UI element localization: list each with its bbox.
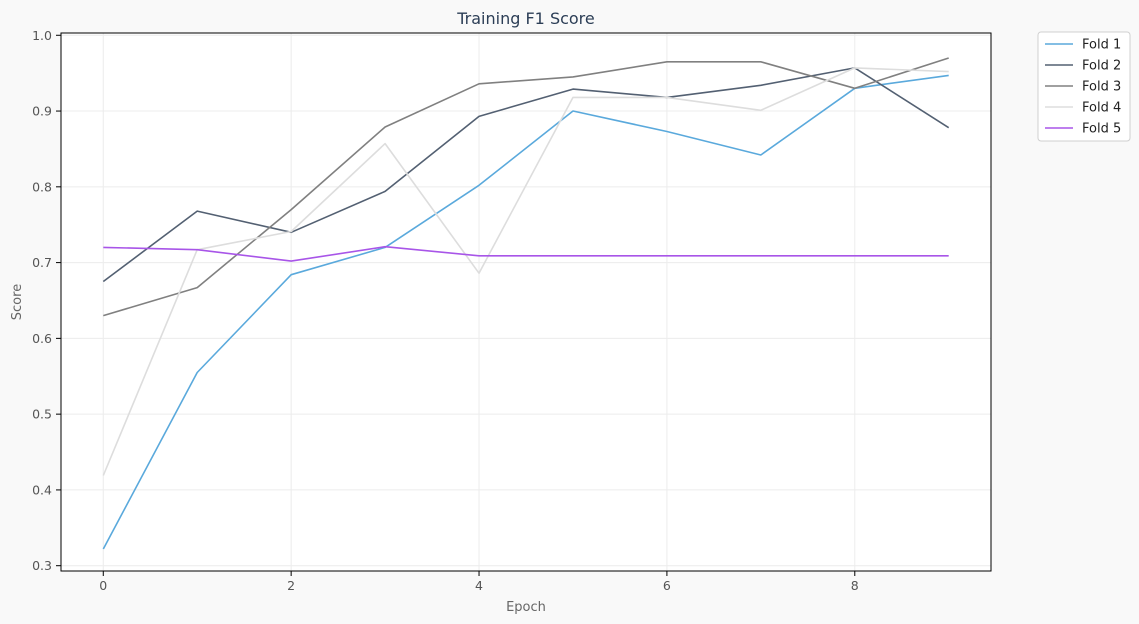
legend-label-fold-5: Fold 5 [1082, 122, 1121, 137]
series-line-fold-5 [103, 245, 949, 262]
y-tick-label: 0.3 [32, 558, 52, 573]
legend-label-fold-1: Fold 1 [1082, 38, 1121, 53]
x-tick-label: 2 [287, 578, 295, 593]
legend-label-fold-4: Fold 4 [1082, 101, 1121, 116]
x-tick-label: 0 [99, 578, 107, 593]
x-tick-label: 8 [851, 578, 859, 593]
legend-label-fold-3: Fold 3 [1082, 80, 1121, 95]
x-axis-label: Epoch [506, 600, 546, 615]
legend: Fold 1 Fold 2 Fold 3 Fold 4 Fold 5 [1037, 31, 1131, 142]
plot-area [61, 33, 991, 571]
plot-frame [60, 32, 992, 572]
chart-title: Training F1 Score [456, 9, 595, 28]
y-tick-label: 0.8 [32, 179, 52, 194]
series-line-fold-4 [102, 67, 949, 476]
series-line-fold-3 [103, 57, 949, 317]
y-tick-label: 0.6 [32, 331, 52, 346]
y-axis-label: Score [10, 284, 25, 320]
y-tick-label: 0.7 [32, 255, 52, 270]
y-tick-label: 1.0 [32, 28, 52, 43]
x-tick-label: 6 [663, 578, 671, 593]
series-line-fold-2 [102, 67, 950, 283]
x-tick-label: 4 [475, 578, 483, 593]
axis-ticks: 0 2 4 6 8 0.3 0.4 0.5 0.6 0.7 0.8 0.9 1.0 [32, 28, 859, 593]
series-lines [102, 57, 950, 550]
y-tick-label: 0.9 [32, 104, 52, 119]
y-tick-label: 0.4 [32, 482, 52, 497]
series-line-fold-1 [102, 74, 949, 550]
y-tick-label: 0.5 [32, 407, 52, 422]
legend-label-fold-2: Fold 2 [1082, 59, 1121, 74]
legend-box [1037, 31, 1131, 142]
